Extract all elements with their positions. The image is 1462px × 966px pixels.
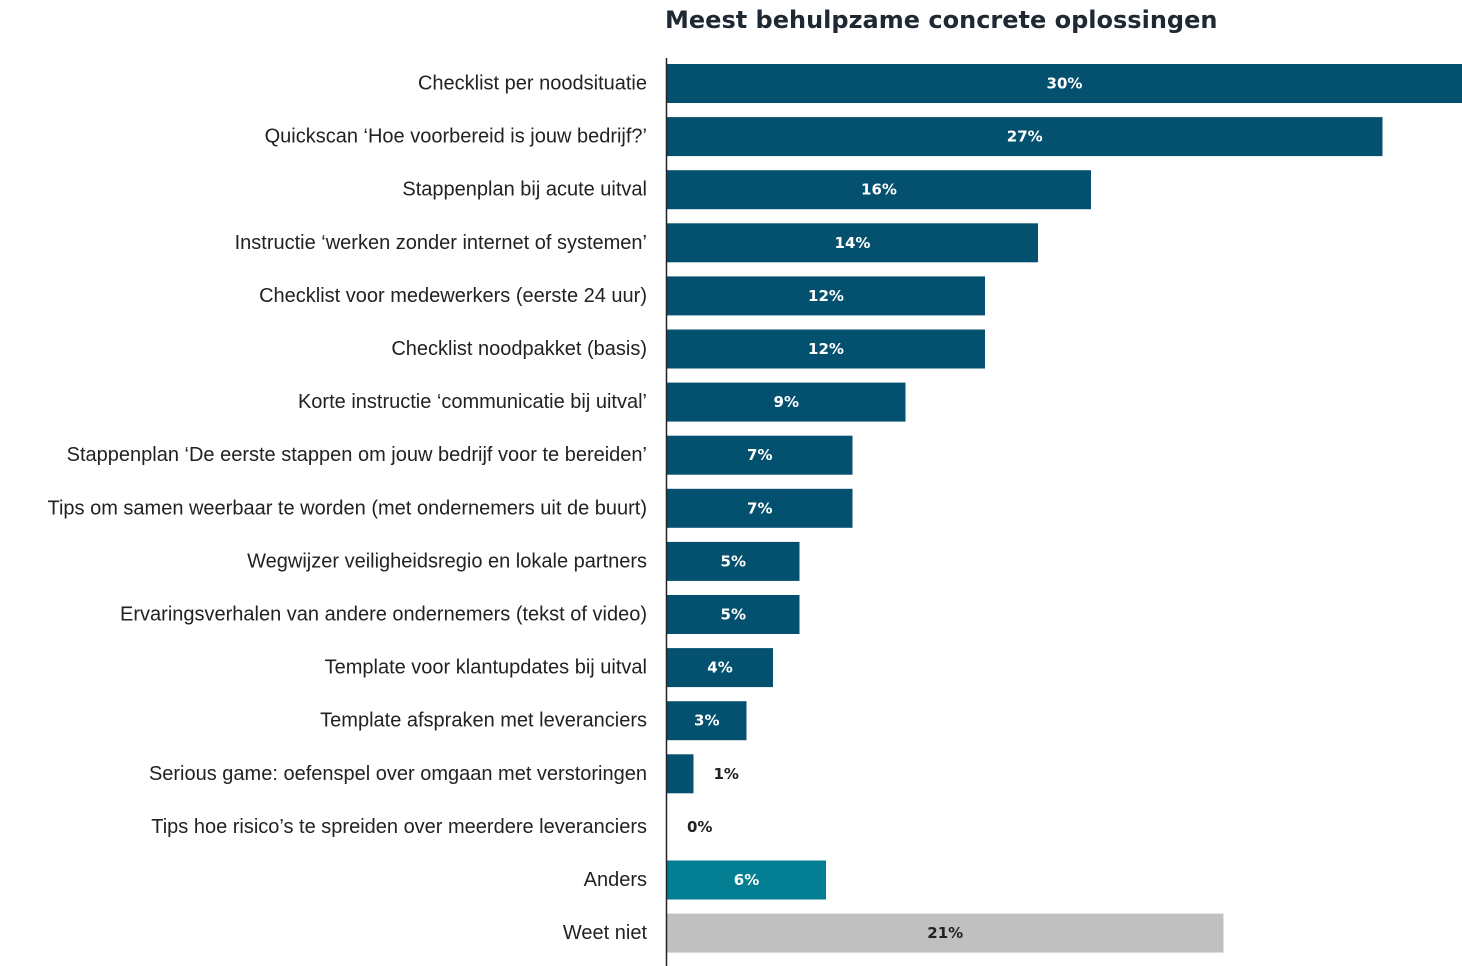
category-label-serious-game-oefenspel-over-omgaan-met-v: Serious game: oefenspel over omgaan met …	[149, 763, 647, 785]
bar-serious-game-oefenspel-over-omgaan-met-v	[667, 754, 694, 794]
category-label-template-voor-klantupdates-bij-uitval: Template voor klantupdates bij uitval	[325, 657, 647, 679]
bar-template-voor-klantupdates-bij-uitval	[667, 648, 773, 688]
value-label-weet-niet: 21%	[927, 924, 963, 942]
bar-stappenplan-de-eerste-stappen-om-jouw-be	[667, 435, 853, 475]
bar-anders	[667, 860, 826, 900]
value-label-ervaringsverhalen-van-andere-ondernemers: 5%	[721, 606, 746, 624]
value-label-checklist-voor-medewerkers-eerste-24-uur: 12%	[808, 287, 844, 305]
category-label-korte-instructie-communicatie-bij-uitval: Korte instructie ‘communicatie bij uitva…	[298, 391, 647, 413]
bar-weet-niet	[667, 913, 1224, 953]
bar-stappenplan-bij-acute-uitval	[667, 170, 1091, 210]
category-label-wegwijzer-veiligheidsregio-en-lokale-par: Wegwijzer veiligheidsregio en lokale par…	[247, 550, 647, 572]
value-label-template-voor-klantupdates-bij-uitval: 4%	[707, 659, 732, 677]
bar-korte-instructie-communicatie-bij-uitval	[667, 382, 906, 422]
chart-title: Meest behulpzame concrete oplossingen	[665, 6, 1217, 34]
category-label-weet-niet: Weet niet	[563, 922, 648, 944]
category-label-ervaringsverhalen-van-andere-ondernemers: Ervaringsverhalen van andere ondernemers…	[120, 604, 647, 626]
bar-instructie-werken-zonder-internet-of-sys	[667, 223, 1038, 263]
value-label-checklist-per-noodsituatie: 30%	[1047, 75, 1083, 93]
value-label-stappenplan-de-eerste-stappen-om-jouw-be: 7%	[747, 446, 772, 464]
value-label-tips-om-samen-weerbaar-te-worden-met-ond: 7%	[747, 499, 772, 517]
value-label-tips-hoe-risico-s-te-spreiden-over-meerd: 0%	[687, 818, 712, 836]
category-label-checklist-noodpakket-basis: Checklist noodpakket (basis)	[391, 338, 647, 360]
value-label-wegwijzer-veiligheidsregio-en-lokale-par: 5%	[721, 552, 746, 570]
bar-ervaringsverhalen-van-andere-ondernemers	[667, 595, 800, 634]
bars-layer: Checklist per noodsituatie 30% Quickscan ‘…	[47, 64, 1462, 953]
value-label-instructie-werken-zonder-internet-of-sys: 14%	[835, 234, 871, 252]
category-label-stappenplan-de-eerste-stappen-om-jouw-be: Stappenplan ‘De eerste stappen om jouw b…	[67, 444, 647, 466]
category-label-tips-hoe-risico-s-te-spreiden-over-meerd: Tips hoe risico’s te spreiden over meerd…	[151, 816, 647, 838]
value-label-serious-game-oefenspel-over-omgaan-met-v: 1%	[714, 765, 739, 783]
bar-checklist-per-noodsituatie	[667, 64, 1462, 103]
value-label-checklist-noodpakket-basis: 12%	[808, 340, 844, 358]
bar-wegwijzer-veiligheidsregio-en-lokale-par	[667, 541, 800, 581]
value-label-korte-instructie-communicatie-bij-uitval: 9%	[774, 393, 799, 411]
value-label-stappenplan-bij-acute-uitval: 16%	[861, 181, 897, 199]
bar-template-afspraken-met-leveranciers	[667, 701, 747, 741]
bar-checklist-noodpakket-basis	[667, 329, 985, 369]
category-label-tips-om-samen-weerbaar-te-worden-met-ond: Tips om samen weerbaar te worden (met on…	[47, 497, 647, 519]
category-label-quickscan-hoe-voorbereid-is-jouw-bedrijf: Quickscan ‘Hoe voorbereid is jouw bedrij…	[265, 126, 647, 148]
category-label-anders: Anders	[584, 869, 647, 891]
value-label-anders: 6%	[734, 871, 759, 889]
category-label-template-afspraken-met-leveranciers: Template afspraken met leveranciers	[320, 710, 647, 732]
bar-quickscan-hoe-voorbereid-is-jouw-bedrijf	[667, 117, 1383, 157]
category-label-stappenplan-bij-acute-uitval: Stappenplan bij acute uitval	[402, 179, 647, 201]
category-label-instructie-werken-zonder-internet-of-sys: Instructie ‘werken zonder internet of sy…	[235, 232, 647, 254]
bar-checklist-voor-medewerkers-eerste-24-uur	[667, 276, 985, 316]
bar-tips-om-samen-weerbaar-te-worden-met-ond	[667, 488, 853, 528]
value-label-quickscan-hoe-voorbereid-is-jouw-bedrijf: 27%	[1007, 128, 1043, 146]
category-label-checklist-voor-medewerkers-eerste-24-uur: Checklist voor medewerkers (eerste 24 uu…	[259, 285, 647, 307]
value-label-template-afspraken-met-leveranciers: 3%	[694, 712, 719, 730]
category-label-checklist-per-noodsituatie: Checklist per noodsituatie	[418, 73, 647, 95]
